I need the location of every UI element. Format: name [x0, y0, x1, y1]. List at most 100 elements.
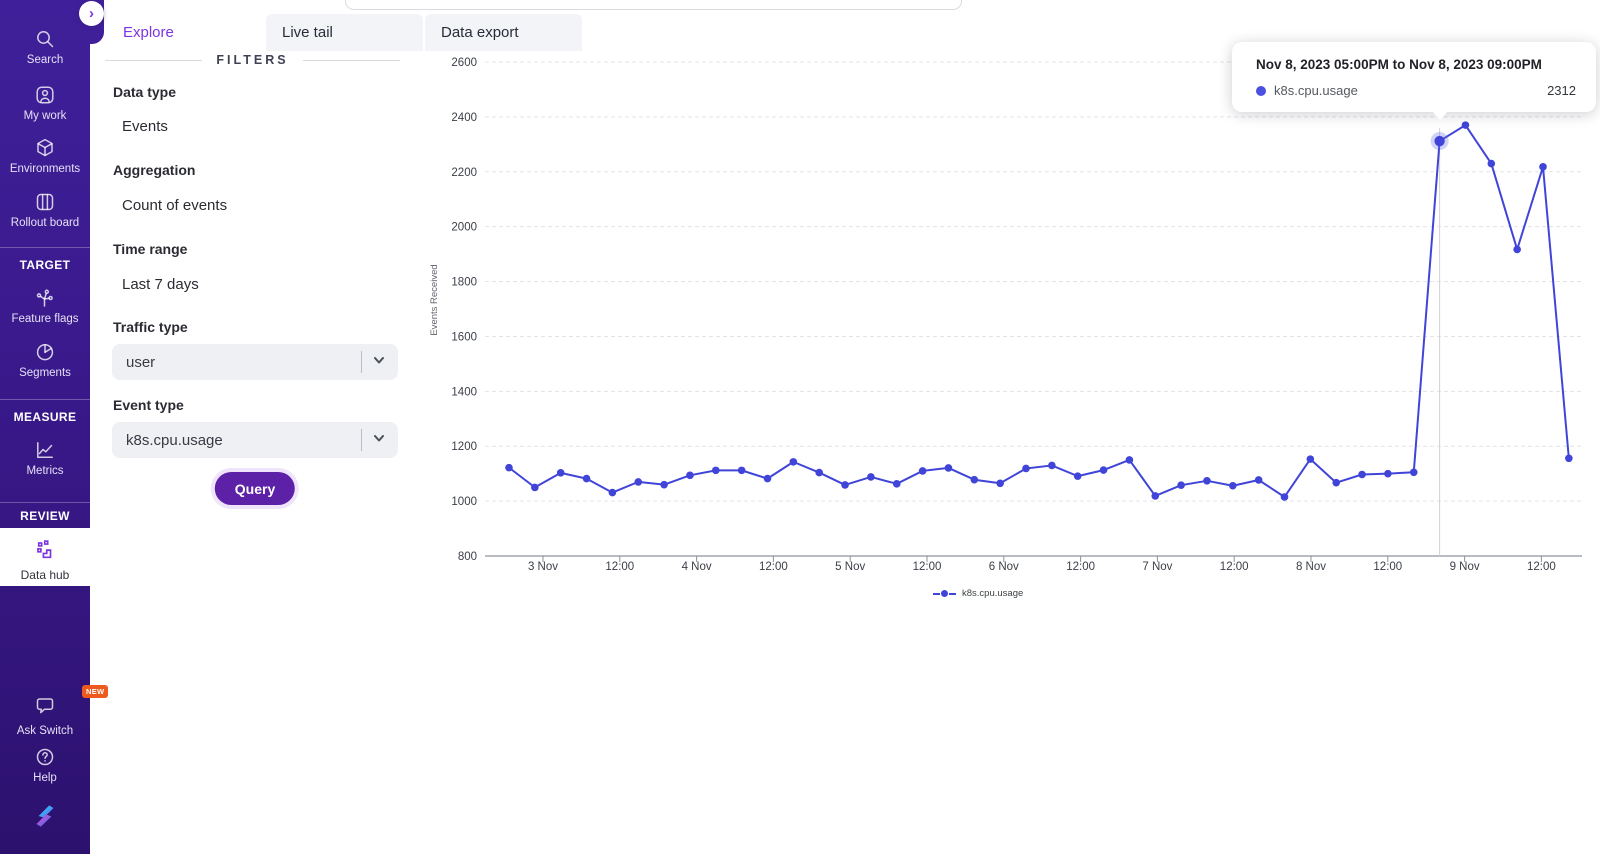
sidebar-section-review: REVIEW [20, 509, 70, 523]
user-card-icon [0, 84, 90, 106]
svg-text:1600: 1600 [451, 331, 477, 343]
filters-heading: FILTERS [105, 53, 400, 67]
sidebar-item-segments[interactable]: Segments [0, 341, 90, 379]
tab-data-export[interactable]: Data export [425, 14, 582, 51]
sidebar-item-label: Metrics [26, 465, 64, 477]
sidebar-collapse-button[interactable]: › [79, 1, 104, 26]
tooltip-caret [1432, 111, 1448, 120]
sidebar-divider [0, 247, 90, 248]
field-value-data-type: Events [122, 118, 168, 135]
svg-text:1400: 1400 [451, 386, 477, 398]
sidebar-item-ask-switch[interactable]: NEW Ask Switch [0, 685, 109, 737]
search-icon [0, 28, 90, 50]
events-line-chart[interactable]: 2600 2400 2200 2000 1800 1600 1400 1200 1000 800 3… [0, 0, 1600, 620]
legend-series-marker [933, 590, 956, 597]
help-question-icon [0, 746, 90, 768]
cube-icon [0, 137, 90, 159]
sidebar-item-search[interactable]: Search [0, 28, 90, 66]
sidebar-item-metrics[interactable]: Metrics [0, 439, 90, 477]
legend-series-label: k8s.cpu.usage [962, 588, 1024, 599]
divider [105, 59, 203, 61]
top-search-box-cutoff[interactable] [345, 0, 962, 10]
field-label-aggregation: Aggregation [113, 162, 196, 178]
sidebar-item-help[interactable]: Help [0, 746, 90, 784]
field-value-aggregation: Count of events [122, 197, 228, 214]
svg-text:2400: 2400 [451, 112, 477, 124]
svg-text:12:00: 12:00 [1373, 561, 1402, 573]
sidebar-item-label: Ask Switch [16, 725, 74, 737]
svg-text:12:00: 12:00 [759, 561, 788, 573]
field-label-traffic-type: Traffic type [113, 319, 188, 335]
divider [361, 429, 362, 451]
sidebar-item-data-hub[interactable]: Data hub [0, 528, 90, 586]
svg-text:6 Nov: 6 Nov [989, 561, 1019, 573]
sidebar-section-target: TARGET [19, 258, 71, 272]
svg-text:1200: 1200 [451, 441, 477, 453]
sidebar-item-feature-flags[interactable]: Feature flags [0, 287, 90, 325]
svg-text:8 Nov: 8 Nov [1296, 561, 1326, 573]
chart-tooltip: Nov 8, 2023 05:00PM to Nov 8, 2023 09:00… [1232, 42, 1596, 120]
sidebar-item-label: Segments [19, 367, 71, 379]
chevron-down-icon [372, 353, 386, 372]
sidebar-item-label: Environments [9, 163, 81, 175]
sidebar-item-environments[interactable]: Environments [0, 137, 90, 175]
new-badge: NEW [82, 685, 109, 698]
query-button[interactable]: Query [214, 472, 296, 505]
divider [302, 59, 400, 61]
sidebar-item-label: Search [26, 54, 64, 66]
sidebar-item-label: Data hub [20, 568, 70, 582]
field-label-time-range: Time range [113, 241, 188, 257]
svg-text:12:00: 12:00 [1527, 561, 1556, 573]
svg-text:800: 800 [458, 551, 477, 563]
series-dot-icon [1256, 85, 1266, 96]
tooltip-time-range: Nov 8, 2023 05:00PM to Nov 8, 2023 09:00… [1256, 57, 1542, 72]
svg-text:2200: 2200 [451, 167, 477, 179]
svg-text:12:00: 12:00 [913, 561, 942, 573]
field-label-data-type: Data type [113, 84, 177, 100]
tooltip-series-value: 2312 [1547, 83, 1576, 98]
svg-text:2000: 2000 [451, 222, 477, 234]
data-hub-icon [34, 540, 57, 565]
sidebar-item-rollout-board[interactable]: Rollout board [0, 191, 90, 229]
sidebar-item-label: Feature flags [11, 313, 79, 325]
svg-text:1000: 1000 [451, 496, 477, 508]
svg-text:12:00: 12:00 [1066, 561, 1095, 573]
svg-text:12:00: 12:00 [605, 561, 634, 573]
line-chart-icon [0, 439, 90, 461]
svg-text:2600: 2600 [451, 57, 477, 69]
traffic-type-select[interactable]: user [112, 344, 398, 380]
svg-text:9 Nov: 9 Nov [1450, 561, 1480, 573]
tooltip-series-name: k8s.cpu.usage [1274, 83, 1358, 98]
sidebar: Search My work Environments Rollout boar… [0, 0, 109, 854]
divider [361, 351, 362, 373]
chevron-down-icon [372, 431, 386, 450]
tooltip-series-row: k8s.cpu.usage 2312 [1256, 83, 1576, 98]
tab-bar: Explore Live tail Data export [107, 14, 582, 51]
field-value-time-range: Last 7 days [122, 276, 199, 293]
brand-logo[interactable] [0, 796, 90, 827]
tab-explore[interactable]: Explore [107, 14, 264, 51]
svg-text:Events Received: Events Received [429, 264, 440, 335]
pie-segments-icon [0, 341, 90, 363]
chevron-right-icon: › [89, 5, 94, 22]
svg-text:3 Nov: 3 Nov [528, 561, 558, 573]
sidebar-item-my-work[interactable]: My work [0, 84, 90, 122]
sidebar-item-label: Help [33, 772, 57, 784]
svg-text:4 Nov: 4 Nov [682, 561, 712, 573]
tab-live-tail[interactable]: Live tail [266, 14, 423, 51]
sidebar-item-label: My work [23, 110, 67, 122]
feature-flags-icon [0, 287, 90, 309]
svg-text:1800: 1800 [451, 277, 477, 289]
field-label-event-type: Event type [113, 397, 184, 413]
svg-text:7 Nov: 7 Nov [1142, 561, 1172, 573]
chart-legend[interactable]: k8s.cpu.usage [933, 588, 1023, 599]
sidebar-item-label: Rollout board [10, 217, 80, 229]
sidebar-divider [0, 399, 90, 400]
sidebar-section-measure: MEASURE [13, 410, 77, 424]
svg-text:12:00: 12:00 [1220, 561, 1249, 573]
chat-bubble-icon [34, 694, 56, 716]
board-columns-icon [0, 191, 90, 213]
switch-logo-icon [0, 796, 90, 827]
svg-text:5 Nov: 5 Nov [835, 561, 865, 573]
event-type-select[interactable]: k8s.cpu.usage [112, 422, 398, 458]
